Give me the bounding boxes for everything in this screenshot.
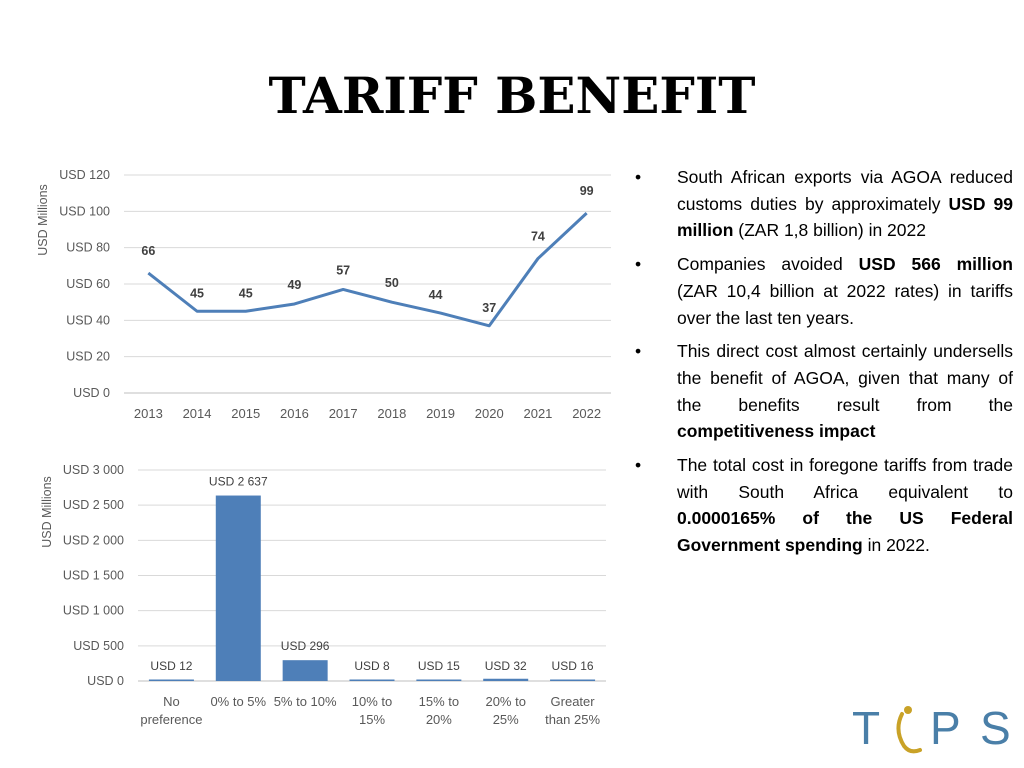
bullet-dot: • xyxy=(635,341,642,362)
data-label: USD 8 xyxy=(354,659,390,673)
bullet-bold-text: USD 566 million xyxy=(858,254,1013,275)
bullet-text: Companies avoided xyxy=(677,254,859,275)
bar-chart: USD 0 USD 500 USD 1 000 USD 1 500 USD 2 000 U… xyxy=(40,463,606,727)
x-tick-label: preference xyxy=(140,712,202,727)
y-tick-label: USD 40 xyxy=(66,313,110,327)
bullet-text: This direct cost almost certainly unders… xyxy=(677,341,1013,415)
y-tick-label: USD 2 500 xyxy=(63,498,124,512)
bullet-dot: • xyxy=(635,167,642,187)
x-tick-label: 2013 xyxy=(134,406,163,421)
bullet-text: South African exports via AGOA reduced c… xyxy=(677,167,1013,214)
x-tick-label: 2022 xyxy=(572,406,601,421)
bullet-item: • South African exports via AGOA reduced … xyxy=(632,164,1013,244)
data-label: 50 xyxy=(385,276,399,290)
y-tick-label: USD 1 500 xyxy=(63,569,124,583)
x-tick-label: 2021 xyxy=(523,406,552,421)
bullet-item: • The total cost in foregone tariffs from… xyxy=(632,452,1013,559)
y-tick-label: USD 80 xyxy=(66,241,110,255)
y-tick-label: USD 500 xyxy=(73,639,124,653)
y-tick-label: USD 100 xyxy=(59,204,110,218)
bullet-item: • This direct cost almost certainly under… xyxy=(632,338,1013,445)
x-tick-label: 5% to 10% xyxy=(274,694,337,709)
bar xyxy=(483,678,529,681)
bar xyxy=(215,495,261,681)
bar xyxy=(349,679,395,681)
bullet-bold-text: USD 99 million xyxy=(677,193,1013,241)
data-label: 45 xyxy=(190,286,204,300)
bullet-dot: • xyxy=(635,254,642,275)
y-tick-label: USD 120 xyxy=(59,168,110,182)
data-label: 74 xyxy=(531,230,545,244)
y-tick-label: USD 1 000 xyxy=(63,604,124,618)
x-tick-label: No xyxy=(163,694,180,709)
slide-title: TARIFF BENEFIT xyxy=(268,66,756,125)
x-tick-label: 2019 xyxy=(426,406,455,421)
bullet-dot: • xyxy=(635,455,642,476)
x-tick-label: than 25% xyxy=(545,712,600,727)
bullet-text: in 2022. xyxy=(862,535,930,556)
y-tick-label: USD 0 xyxy=(87,674,124,688)
x-tick-label: 15% to xyxy=(419,694,459,709)
bar xyxy=(148,679,194,681)
logo-letter: T xyxy=(852,702,880,754)
x-tick-label: 20% xyxy=(426,712,452,727)
bullet-bold-text: competitiveness impact xyxy=(677,421,876,442)
bullet-list: • South African exports via AGOA reduced … xyxy=(632,164,1013,566)
x-tick-label: 2014 xyxy=(183,406,212,421)
x-tick-label: 25% xyxy=(493,712,519,727)
data-label: USD 12 xyxy=(150,659,192,673)
x-tick-label: 10% to xyxy=(352,694,392,709)
data-label: 66 xyxy=(141,244,155,258)
series-line xyxy=(147,212,588,328)
data-label: 99 xyxy=(580,184,594,198)
line-chart: USD 0 USD 20 USD 40 USD 60 USD 80 USD 100 USD … xyxy=(36,168,611,421)
y-axis-title: USD Millions xyxy=(36,184,50,256)
bar xyxy=(550,679,596,681)
data-label: USD 2 637 xyxy=(209,475,268,489)
bar xyxy=(416,679,462,681)
y-tick-label: USD 20 xyxy=(66,350,110,364)
data-label: USD 15 xyxy=(418,659,460,673)
logo-letter: P xyxy=(930,702,961,754)
data-label: USD 296 xyxy=(281,639,330,653)
bullet-item: • Companies avoided USD 566 million (ZAR … xyxy=(632,251,1013,331)
y-tick-label: USD 2 000 xyxy=(63,533,124,547)
data-label: 44 xyxy=(429,288,443,302)
x-tick-label: 2018 xyxy=(377,406,406,421)
bullet-text: (ZAR 10,4 billion at 2022 rates) in tari… xyxy=(677,280,1013,328)
y-tick-label: USD 0 xyxy=(73,386,110,400)
bullet-bold-text: 0.0000165% of the US Federal Government … xyxy=(677,508,1013,556)
x-tick-label: Greater xyxy=(551,694,596,709)
logo-swoosh xyxy=(896,712,922,754)
bullet-text: The total cost in foregone tariffs from … xyxy=(677,455,1013,502)
y-axis-title: USD Millions xyxy=(40,476,54,548)
data-label: 45 xyxy=(239,286,253,300)
data-label: USD 16 xyxy=(552,659,594,673)
data-label: 57 xyxy=(336,263,350,277)
data-label: 37 xyxy=(482,301,496,315)
x-tick-label: 0% to 5% xyxy=(210,694,266,709)
x-tick-label: 2017 xyxy=(329,406,358,421)
bullet-text: (ZAR 1,8 billion) in 2022 xyxy=(733,220,926,241)
x-tick-label: 2020 xyxy=(475,406,504,421)
data-label: 49 xyxy=(287,278,301,292)
bar xyxy=(282,660,328,681)
logo-letter: S xyxy=(980,702,1011,754)
y-tick-label: USD 3 000 xyxy=(63,463,124,477)
x-tick-label: 2016 xyxy=(280,406,309,421)
x-tick-label: 15% xyxy=(359,712,385,727)
x-tick-label: 2015 xyxy=(231,406,260,421)
data-label: USD 32 xyxy=(485,659,527,673)
logo-dot xyxy=(904,706,912,714)
x-tick-label: 20% to xyxy=(485,694,525,709)
y-tick-label: USD 60 xyxy=(66,277,110,291)
